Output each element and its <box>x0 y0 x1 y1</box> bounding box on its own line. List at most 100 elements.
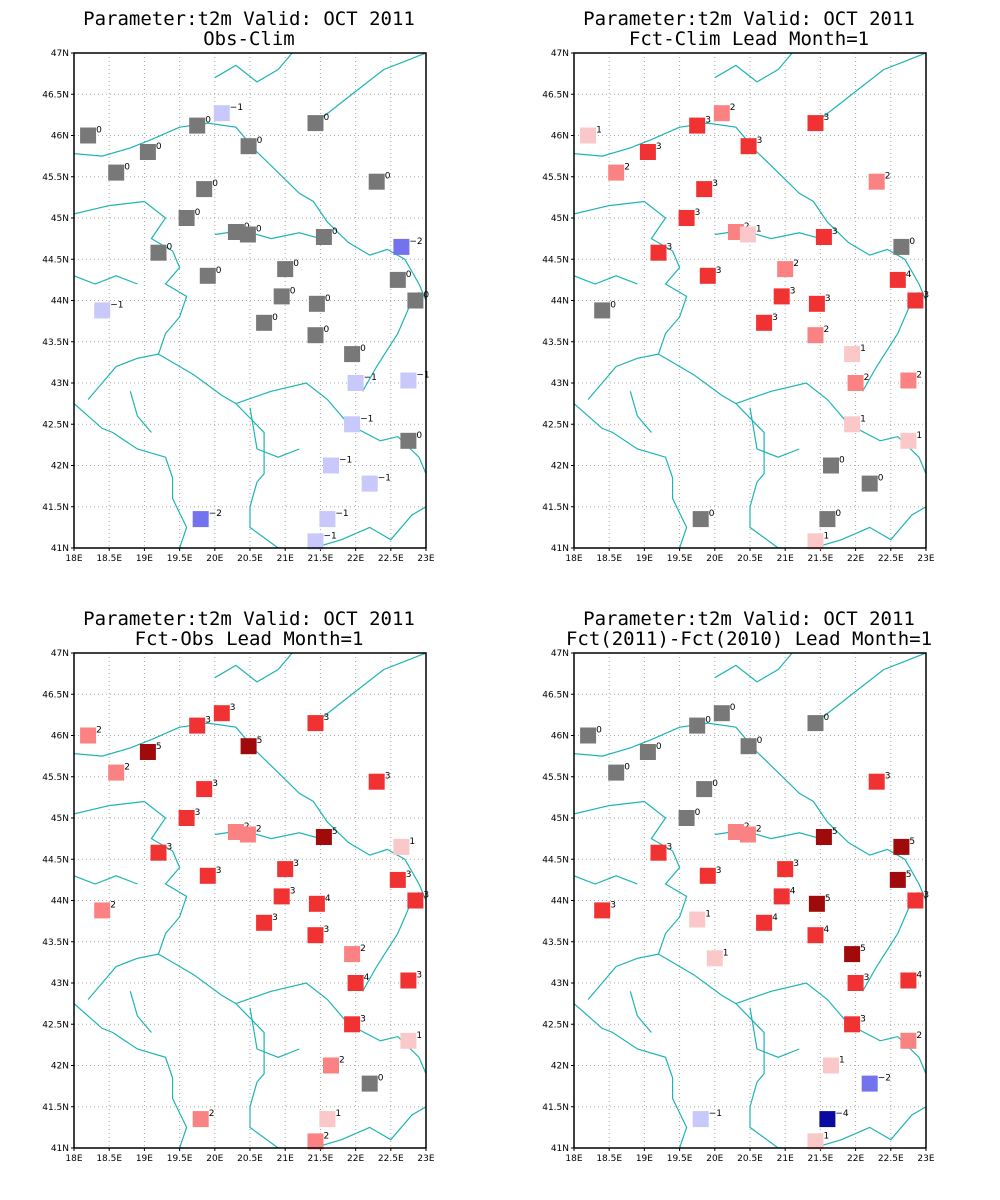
station-value-label: 0 <box>378 1074 384 1084</box>
station-value-label: 0 <box>216 266 222 276</box>
station-marker <box>344 946 361 963</box>
station-value-label: 2 <box>124 763 130 773</box>
station-marker <box>199 267 216 284</box>
x-tick-label: 21E <box>277 1154 294 1164</box>
station-value-label: 0 <box>156 142 162 152</box>
station-value-label: 0 <box>839 456 845 466</box>
station-value-label: 0 <box>624 763 630 773</box>
x-tick-label: 20E <box>206 554 223 564</box>
x-tick-label: 22E <box>347 1154 364 1164</box>
station-value-label: 1 <box>596 126 602 136</box>
station-value-label: 3 <box>860 1014 866 1024</box>
border-line <box>574 122 926 301</box>
border-line <box>658 953 765 1083</box>
station-value-label: 1 <box>723 948 729 958</box>
y-tick-label: 46N <box>551 732 569 742</box>
station-marker <box>756 314 773 331</box>
chart-panel-4: Parameter:t2m Valid: OCT 2011Fct(2011)-F… <box>542 608 935 1164</box>
x-tick-label: 23E <box>417 554 434 564</box>
station-marker <box>844 946 861 963</box>
station-value-label: 0 <box>212 179 218 189</box>
station-marker <box>819 511 836 528</box>
station-marker <box>907 292 924 309</box>
station-value-label: −2 <box>209 509 222 519</box>
station-value-label: 2 <box>730 103 736 113</box>
station-marker <box>696 781 713 798</box>
station-marker <box>580 727 597 744</box>
station-marker <box>344 346 361 363</box>
station-value-label: 5 <box>332 827 338 837</box>
x-tick-label: 22.5E <box>378 554 404 564</box>
y-tick-label: 41.5N <box>542 503 569 513</box>
station-value-label: 0 <box>205 116 211 126</box>
station-value-label: 0 <box>124 163 130 173</box>
station-marker <box>847 975 864 991</box>
station-value-label: 3 <box>416 971 422 981</box>
station-value-label: 2 <box>110 900 116 910</box>
station-value-label: 0 <box>256 225 262 235</box>
y-tick-label: 45.5N <box>542 773 569 783</box>
chart-title: Parameter:t2m Valid: OCT 2011 <box>83 8 415 30</box>
station-value-label: 1 <box>839 1056 845 1066</box>
station-value-label: 0 <box>272 313 278 323</box>
station-value-label: 0 <box>909 237 915 247</box>
station-value-label: 3 <box>824 113 830 123</box>
y-tick-label: 46.5N <box>542 690 569 700</box>
station-marker <box>689 911 706 928</box>
x-tick-label: 22E <box>847 1154 864 1164</box>
y-tick-label: 46N <box>551 132 569 142</box>
station-value-label: 2 <box>793 259 799 269</box>
station-value-label: 1 <box>824 1131 830 1141</box>
x-tick-label: 18.5E <box>596 554 622 564</box>
station-marker <box>94 902 111 919</box>
station-value-label: 1 <box>409 837 415 847</box>
x-tick-label: 20.5E <box>237 554 263 564</box>
x-tick-label: 18.5E <box>96 1154 122 1164</box>
y-tick-label: 47N <box>551 649 569 659</box>
station-marker <box>699 867 716 884</box>
station-marker <box>639 744 656 760</box>
chart-subtitle: Fct-Obs Lead Month=1 <box>135 628 364 650</box>
station-marker <box>319 1111 336 1128</box>
station-value-label: 0 <box>705 716 711 726</box>
station-marker <box>94 302 111 319</box>
station-value-label: 0 <box>96 126 102 136</box>
y-tick-label: 41N <box>551 544 569 554</box>
station-marker <box>213 105 230 122</box>
y-tick-label: 44N <box>551 897 569 907</box>
station-value-label: 3 <box>290 886 296 896</box>
station-marker <box>368 173 385 190</box>
y-tick-label: 47N <box>51 649 69 659</box>
y-tick-label: 43.5N <box>542 938 569 948</box>
x-tick-label: 22.5E <box>878 554 904 564</box>
station-value-label: 0 <box>325 294 331 304</box>
station-value-label: 3 <box>705 116 711 126</box>
station-value-label: 0 <box>610 300 616 310</box>
station-value-label: 2 <box>756 825 762 835</box>
y-tick-label: 46N <box>51 132 69 142</box>
station-value-label: 3 <box>667 243 673 253</box>
station-value-label: 0 <box>709 509 715 519</box>
x-tick-label: 21.5E <box>308 554 334 564</box>
station-markers: 1233233332132033233324301221100001 <box>580 103 929 550</box>
station-value-label: 3 <box>406 870 412 880</box>
station-marker <box>844 1016 861 1033</box>
station-value-label: 0 <box>293 259 299 269</box>
station-marker <box>861 475 878 492</box>
station-marker <box>139 144 156 160</box>
station-marker <box>389 271 406 288</box>
station-value-label: 5 <box>909 837 915 847</box>
y-tick-label: 42.5N <box>542 420 569 430</box>
y-tick-label: 45.5N <box>542 173 569 183</box>
station-marker <box>739 826 756 843</box>
station-marker <box>692 511 709 528</box>
y-tick-label: 42N <box>551 462 569 472</box>
station-value-label: −1 <box>360 414 373 424</box>
station-marker <box>308 895 325 912</box>
x-tick-label: 19E <box>136 554 153 564</box>
y-tick-label: 41N <box>51 1144 69 1154</box>
station-value-label: 3 <box>790 286 796 296</box>
station-value-label: 0 <box>324 325 330 335</box>
station-value-label: 3 <box>695 208 701 218</box>
